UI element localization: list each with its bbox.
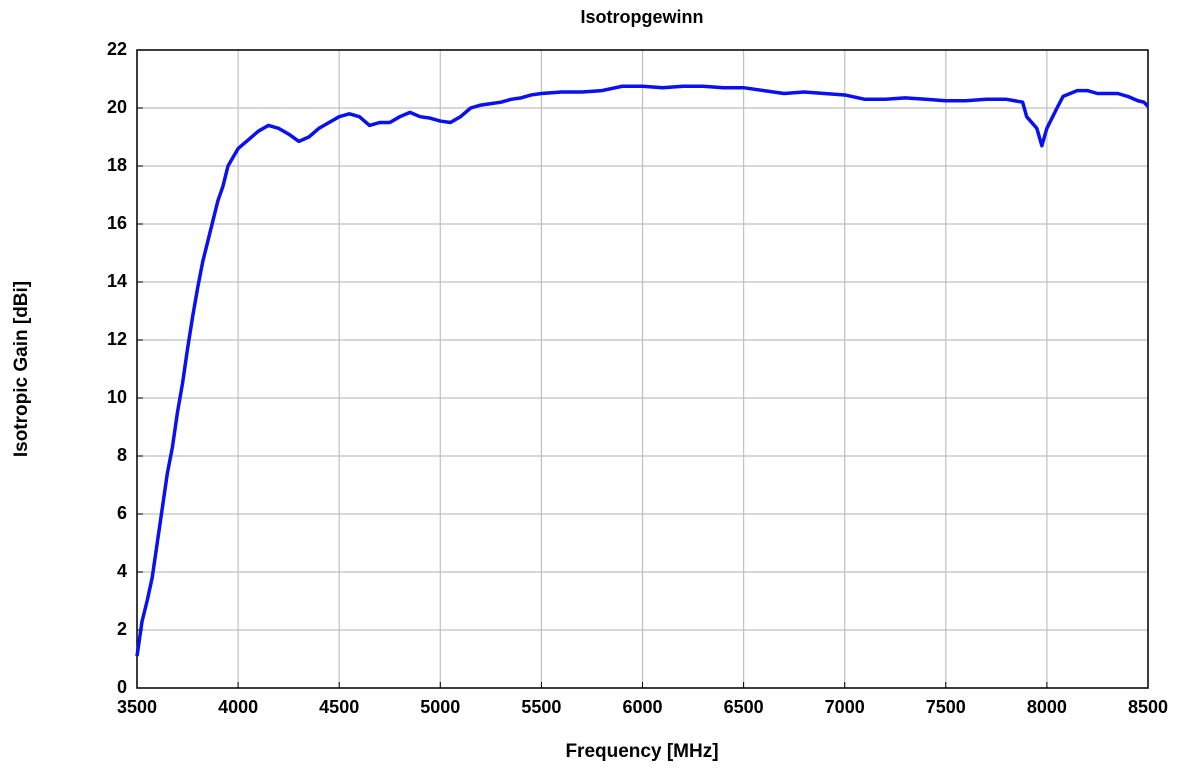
y-tick-label: 12 (107, 329, 127, 349)
y-tick-label: 18 (107, 155, 127, 175)
x-axis-label: Frequency [MHz] (565, 741, 718, 762)
x-tick-label: 4000 (218, 697, 258, 717)
x-tick-label: 7000 (825, 697, 865, 717)
y-tick-label: 22 (107, 39, 127, 59)
x-tick-label: 5500 (521, 697, 561, 717)
y-tick-label: 8 (117, 445, 127, 465)
y-tick-label: 0 (117, 677, 127, 697)
y-axis-label: Isotropic Gain [dBi] (11, 281, 32, 457)
x-tick-label: 4500 (319, 697, 359, 717)
plot-frame (136, 49, 1149, 689)
y-tick-label: 10 (107, 387, 127, 407)
data-line (135, 84, 1150, 657)
y-tick-label: 20 (107, 97, 127, 117)
y-tick-label: 14 (107, 271, 127, 291)
x-tick-label: 6000 (622, 697, 662, 717)
x-tick-label: 7500 (926, 697, 966, 717)
x-tick-label: 6500 (724, 697, 764, 717)
x-tick-label: 3500 (117, 697, 157, 717)
x-tick-label: 8500 (1128, 697, 1168, 717)
chart-title: Isotropgewinn (581, 7, 704, 27)
y-tick-label: 6 (117, 503, 127, 523)
y-tick-label: 2 (117, 619, 127, 639)
y-tick-label: 4 (117, 561, 127, 581)
x-tick-label: 8000 (1027, 697, 1067, 717)
x-tick-label: 5000 (420, 697, 460, 717)
y-tick-label: 16 (107, 213, 127, 233)
